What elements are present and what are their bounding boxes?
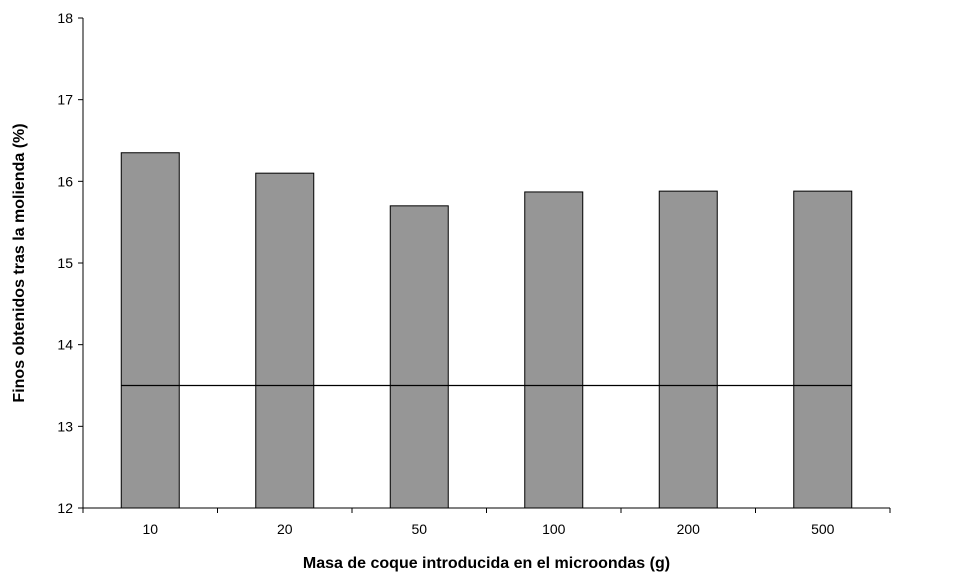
- x-tick-label: 50: [411, 521, 427, 537]
- y-tick-label: 15: [57, 255, 73, 271]
- y-tick-label: 18: [57, 10, 73, 26]
- y-tick-label: 13: [57, 418, 73, 434]
- x-tick-label: 20: [277, 521, 293, 537]
- y-tick-label: 14: [57, 337, 73, 353]
- x-tick-label: 10: [142, 521, 158, 537]
- bars-group: [120, 152, 853, 509]
- y-tick-label: 17: [57, 92, 73, 108]
- x-tick-label: 100: [542, 521, 566, 537]
- bar-500: [793, 190, 853, 509]
- bar-20: [255, 172, 315, 509]
- x-tick-label: 500: [811, 521, 835, 537]
- bar-200: [658, 190, 718, 509]
- y-axis-title: Finos obtenidos tras la molienda (%): [11, 123, 28, 402]
- bar-10: [120, 152, 180, 509]
- y-tick-label: 16: [57, 173, 73, 189]
- y-axis-ticks: 12 13 14 15 16 17 18: [57, 10, 83, 516]
- y-tick-label: 12: [57, 500, 73, 516]
- x-axis-ticks: 10 20 50 100 200 500: [82, 508, 891, 537]
- bar-50: [389, 205, 449, 509]
- bar-100: [524, 191, 584, 509]
- x-tick-label: 200: [677, 521, 701, 537]
- x-axis-title: Masa de coque introducida en el microond…: [303, 555, 670, 572]
